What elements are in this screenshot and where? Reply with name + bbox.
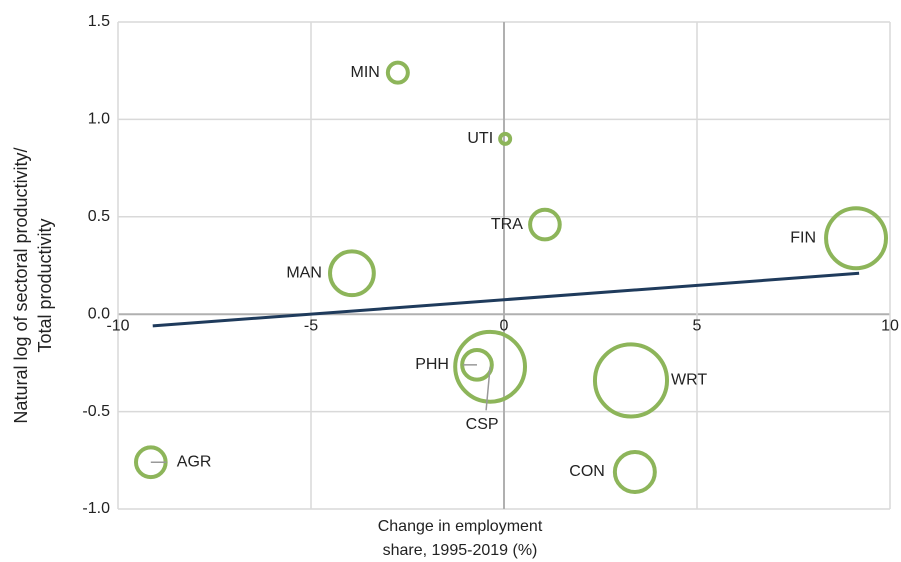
y-tick-label: -0.5: [82, 403, 110, 420]
y-tick-label: 1.0: [88, 111, 110, 128]
y-axis-title: Natural log of sectoral productivity/: [11, 147, 31, 423]
y-tick-label: 0.0: [88, 305, 110, 322]
x-tick-label: 5: [693, 317, 702, 334]
x-tick-label: -10: [106, 317, 129, 334]
bubble-label: TRA: [491, 216, 523, 233]
bubble: [385, 60, 410, 85]
x-tick-label: 0: [500, 317, 509, 334]
bubble-label: UTI: [467, 130, 493, 147]
bubble-label: CSP: [466, 416, 499, 433]
y-tick-label: -1.0: [82, 500, 110, 517]
bubble-label: FIN: [790, 229, 816, 246]
bubble: [528, 207, 562, 242]
bubble: [460, 348, 494, 382]
bubble: [498, 131, 513, 146]
trend-line: [152, 271, 860, 328]
y-tick-label: 1.5: [88, 13, 110, 30]
bubble: [453, 329, 528, 404]
bubble: [592, 342, 670, 419]
bubble: [612, 450, 657, 494]
bubble-label: WRT: [671, 372, 707, 389]
leader-line: [485, 366, 491, 411]
bubble-label: PHH: [415, 356, 449, 373]
y-tick-label: 0.5: [88, 208, 110, 225]
x-axis-title: share, 1995-2019 (%): [383, 542, 538, 559]
bubble-label: MAN: [286, 265, 322, 282]
x-axis-title: Change in employment: [378, 518, 543, 535]
x-tick-label: -5: [304, 317, 318, 334]
y-axis-title: Total productivity: [35, 218, 55, 352]
bubble-label: AGR: [177, 453, 212, 470]
bubble-label: MIN: [351, 64, 380, 81]
bubble: [328, 249, 376, 298]
x-tick-label: 10: [881, 317, 899, 334]
bubble-label: CON: [569, 463, 605, 480]
bubble: [824, 206, 889, 271]
